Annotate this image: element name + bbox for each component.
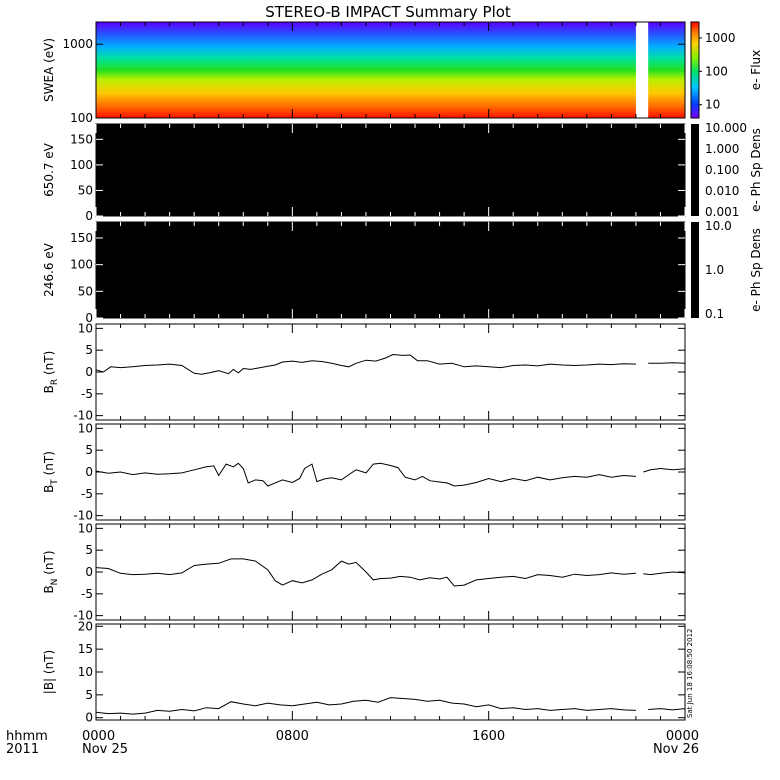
panel-swea-spectrogram: 10 100 1000 e- Flux 100 1000 SWEA (eV) [42, 21, 763, 125]
x-tick-label: 0000 [82, 729, 115, 744]
y-tick-label: 50 [78, 284, 93, 298]
y-tick-label: -5 [81, 387, 93, 401]
y-axis-label: BN (nT) [42, 550, 60, 593]
colorbar-tick-label: 10.000 [705, 121, 747, 135]
hhmm-label: hhmm [6, 729, 48, 744]
y-tick-label: 5 [85, 343, 93, 357]
y-tick-label: 10 [78, 321, 93, 335]
colorbar-title: e- Ph Sp Dens [749, 228, 763, 312]
y-axis-label: BT (nT) [42, 451, 60, 493]
x-tick-label: 0000 [666, 729, 699, 744]
y-tick-label: 100 [70, 111, 93, 125]
y-axis-label: 246.6 eV [42, 242, 56, 297]
spectrogram-fill [96, 22, 685, 118]
colorbar-dens [691, 124, 699, 216]
panel-bmag: 0 5 10 15 20 |B| (nT) [42, 619, 686, 725]
y-tick-label: 5 [85, 688, 93, 702]
colorbar-tick-label: 1000 [705, 31, 736, 45]
panel-bt: -10 -5 0 5 10 BT (nT) [42, 421, 686, 523]
series-line-bn [95, 558, 686, 587]
panel-bn: -10 -5 0 5 10 BN (nT) [42, 521, 686, 623]
colorbar-tick-label: 10.0 [705, 219, 732, 233]
x-tick-label: 0800 [276, 729, 309, 744]
pitch-angle-fill [96, 222, 685, 318]
panel-frame [95, 323, 686, 421]
y-tick-label: -10 [73, 609, 93, 623]
year-label: 2011 [6, 742, 39, 757]
colorbar-title: e- Ph Sp Dens [749, 128, 763, 212]
data-gap [635, 22, 649, 118]
y-tick-label: 1000 [62, 37, 93, 51]
y-tick-label: 5 [85, 543, 93, 557]
series-line-bt [95, 462, 686, 487]
colorbar-tick-label: 0.010 [705, 184, 739, 198]
y-tick-label: 10 [78, 665, 93, 679]
y-axis-label: BR (nT) [42, 351, 60, 394]
colorbar-tick-label: 0.1 [705, 307, 724, 321]
colorbar-flux [690, 21, 700, 119]
colorbar-tick-label: 100 [705, 64, 728, 78]
y-tick-label: 100 [70, 258, 93, 272]
y-tick-label: 20 [78, 619, 93, 633]
y-tick-label: 50 [78, 183, 93, 197]
y-tick-label: 10 [78, 421, 93, 435]
y-axis-label: |B| (nT) [42, 650, 56, 694]
y-tick-label: 0 [85, 209, 93, 223]
panel-pitch-angle-650: 10.000 1.000 0.100 0.010 0.001 e- Ph Sp Dens 0… [42, 121, 763, 223]
y-tick-label: 15 [78, 642, 93, 656]
y-tick-label: 0 [85, 711, 93, 725]
y-tick-label: 100 [70, 158, 93, 172]
plot-title: STEREO-B IMPACT Summary Plot [265, 3, 511, 21]
timestamp: Sat Jun 18 16:08:50 2012 [686, 629, 694, 718]
panel-pitch-angle-246: 10.0 1.0 0.1 e- Ph Sp Dens 0 50 100 150 246.6 eV [42, 219, 763, 325]
panel-frame [95, 623, 686, 721]
y-tick-label: -10 [73, 509, 93, 523]
colorbar-tick-label: 0.100 [705, 163, 739, 177]
colorbar-tick-label: 1.000 [705, 142, 739, 156]
y-tick-label: 0 [85, 365, 93, 379]
pitch-angle-fill [96, 124, 685, 216]
x-tick-label: 1600 [472, 729, 505, 744]
y-tick-label: 150 [70, 231, 93, 245]
series-line-bmag [95, 697, 686, 715]
y-tick-label: 0 [85, 311, 93, 325]
panel-br: -10 -5 0 5 10 BR (nT) [42, 321, 686, 423]
y-tick-label: 10 [78, 521, 93, 535]
x-date-label: Nov 25 [82, 742, 128, 757]
y-tick-label: 150 [70, 132, 93, 146]
colorbar-tick-label: 0.001 [705, 205, 739, 219]
y-axis-label: 650.7 eV [42, 142, 56, 197]
y-axis-label: SWEA (eV) [42, 38, 56, 102]
y-tick-label: 0 [85, 465, 93, 479]
y-tick-label: 0 [85, 565, 93, 579]
series-line-br [95, 353, 686, 375]
y-tick-label: -5 [81, 487, 93, 501]
y-tick-label: 5 [85, 443, 93, 457]
y-tick-label: -5 [81, 587, 93, 601]
y-tick-label: -10 [73, 409, 93, 423]
colorbar-title: e- Flux [749, 50, 763, 90]
colorbar-tick-label: 10 [705, 98, 720, 112]
colorbar-dens [691, 222, 699, 318]
colorbar-tick-label: 1.0 [705, 263, 724, 277]
x-date-label: Nov 26 [653, 742, 699, 757]
